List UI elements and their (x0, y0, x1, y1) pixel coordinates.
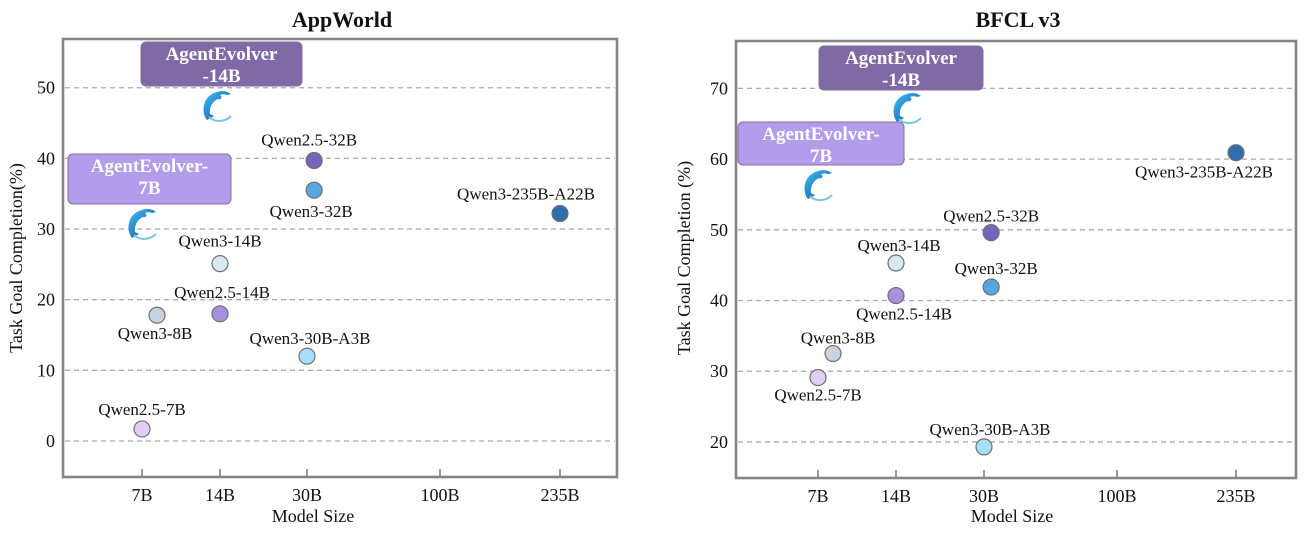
highlight-box (818, 45, 984, 91)
x-tick-label: 14B (205, 485, 235, 505)
data-point-label: Qwen2.5-14B (174, 283, 270, 302)
data-point (982, 224, 1000, 242)
x-tick-label: 7B (807, 486, 828, 506)
data-point (211, 305, 229, 323)
dolphin-icon (128, 208, 157, 240)
data-point (148, 306, 166, 324)
y-tick-label: 30 (37, 219, 55, 239)
dolphin-icon (804, 170, 833, 202)
dolphin-swoosh (809, 194, 833, 202)
highlight-label: 7B (810, 146, 833, 167)
data-point-label: Qwen2.5-32B (261, 131, 357, 150)
data-point (887, 254, 905, 272)
data-point (824, 344, 842, 363)
y-tick-label: 60 (710, 149, 728, 169)
data-point-label: Qwen2.5-14B (856, 305, 952, 324)
y-tick-label: 30 (710, 361, 728, 381)
data-point (1227, 144, 1245, 162)
dolphin-body (203, 90, 231, 120)
dolphin-body (128, 208, 156, 238)
highlight-label: -14B (882, 70, 920, 91)
x-tick-label: 100B (1097, 486, 1136, 506)
data-point-label: Qwen2.5-32B (943, 207, 1039, 226)
data-point-label: Qwen3-32B (270, 202, 353, 221)
data-point-label: Qwen3-235B-A22B (457, 184, 595, 203)
highlight-label: AgentEvolver- (91, 156, 209, 177)
y-tick-label: 70 (710, 78, 728, 98)
data-point-label: Qwen3-30B-A3B (250, 329, 371, 348)
dolphin-icon (203, 90, 232, 122)
chart-title: BFCL v3 (976, 7, 1061, 32)
highlight-box (67, 153, 232, 205)
x-tick-label: 30B (292, 485, 322, 505)
y-tick-label: 40 (710, 291, 728, 311)
data-point-label: Qwen3-235B-A22B (1135, 163, 1273, 182)
data-point-label: Qwen3-14B (178, 232, 261, 251)
data-point-label: Qwen2.5-7B (98, 400, 185, 419)
highlight-label: AgentEvolver- (762, 124, 880, 145)
dolphin-swoosh (898, 117, 922, 125)
dolphin-body (804, 170, 832, 200)
x-tick-label: 30B (969, 486, 999, 506)
highlight-label: AgentEvolver (166, 44, 278, 65)
y-axis-label: Task Goal Completion(%) (6, 163, 27, 353)
data-point (305, 181, 323, 199)
y-axis-label: Task Goal Completion (%) (674, 161, 695, 355)
highlight-label: 7B (138, 178, 161, 199)
highlight-label: -14B (203, 66, 241, 87)
data-point-label: Qwen2.5-7B (774, 386, 861, 405)
data-point (133, 420, 151, 438)
highlight-box (737, 121, 905, 166)
chart-panel-appworld: 0 10 20 30 40 50 7B 14B 30B 100B 235B AppWorld Model… (6, 7, 619, 526)
data-point-label: Qwen3-8B (118, 324, 193, 343)
highlight-label: AgentEvolver (845, 48, 957, 69)
chart-title: AppWorld (292, 7, 392, 32)
data-point (298, 347, 316, 365)
dolphin-body (893, 93, 921, 123)
dolphin-icon (893, 93, 922, 125)
data-point-label: Qwen3-14B (857, 236, 940, 255)
data-point (809, 368, 827, 387)
data-point-label: Qwen3-32B (955, 259, 1038, 278)
y-tick-label: 50 (710, 220, 728, 240)
y-tick-label: 50 (37, 78, 55, 98)
data-point (982, 278, 1000, 296)
data-point-label: Qwen3-8B (801, 329, 876, 348)
y-tick-label: 0 (46, 431, 55, 451)
highlight-box (140, 41, 303, 87)
x-tick-label: 235B (540, 485, 579, 505)
x-tick-label: 7B (131, 485, 152, 505)
dolphin-swoosh (208, 115, 232, 122)
data-point (551, 204, 569, 223)
plot-frame (734, 39, 1298, 480)
y-tick-label: 20 (37, 290, 55, 310)
x-tick-label: 14B (881, 486, 911, 506)
y-tick-label: 10 (37, 360, 55, 380)
dolphin-swoosh (133, 233, 157, 240)
plot-frame (61, 37, 619, 479)
x-axis-label: Model Size (272, 506, 355, 526)
x-tick-label: 100B (420, 485, 459, 505)
y-tick-label: 40 (37, 148, 55, 168)
x-tick-label: 235B (1216, 486, 1255, 506)
data-point (975, 438, 993, 456)
data-point-label: Qwen3-30B-A3B (930, 420, 1051, 439)
x-axis-label: Model Size (971, 506, 1054, 526)
chart-panel-bfcl: 20 30 40 50 60 70 7B 14B 30B 100B 235B BFCL v3 Model… (674, 7, 1298, 526)
data-point (305, 151, 323, 170)
data-point (887, 286, 905, 305)
y-tick-label: 20 (710, 432, 728, 452)
data-point (211, 255, 229, 273)
